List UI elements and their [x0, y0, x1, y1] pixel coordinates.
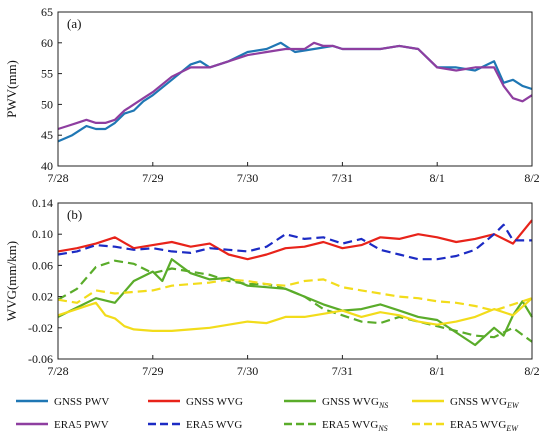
series-line-gnss-wvg-ew [57, 297, 533, 332]
x-tick-label: 8/1 [430, 364, 445, 378]
x-tick-label: 8/2 [524, 364, 539, 378]
series-line-era5-wvg [57, 223, 532, 261]
y-tick-label: 45 [41, 128, 53, 142]
series-line-gnss-wvg [57, 219, 533, 261]
legend-label: ERA5 PWV [54, 419, 109, 431]
y-tick-label: 65 [41, 5, 53, 19]
legend-label: ERA5 WVG [186, 419, 242, 431]
panel-b-wvg-chart: 7/28 7/29 7/30 7/31 8/1 8/2 -0.06 -0.02 0.02 0.06… [4, 196, 540, 378]
y-tick-label: 0.10 [32, 227, 53, 241]
x-tick-label: 7/29 [142, 171, 163, 185]
x-tick-label: 8/2 [524, 171, 539, 185]
x-tick-label: 7/30 [237, 364, 258, 378]
y-tick-label: 55 [41, 67, 53, 81]
y-tick-label: 0.06 [32, 258, 53, 272]
legend-label: GNSS WVG [186, 396, 243, 408]
legend-label: GNSS WVGEW [450, 396, 520, 410]
y-axis-label: WVG(mm/km) [4, 241, 19, 321]
y-tick-label: 0.02 [32, 290, 53, 304]
x-tick-label: 7/30 [237, 171, 258, 185]
series-line-gnss-pwv [57, 41, 533, 143]
plot-frame [57, 11, 533, 167]
y-tick-label: 60 [41, 36, 53, 50]
x-tick-label: 7/31 [332, 171, 353, 185]
y-tick-label: -0.06 [28, 352, 53, 366]
x-tick-label: 7/28 [47, 364, 68, 378]
series-line-era5-wvg-ew [57, 278, 533, 312]
y-tick-label: 40 [41, 159, 53, 173]
y-axis-label: PWV(mm) [4, 60, 19, 118]
plot-frame [57, 202, 533, 360]
x-tick-label: 7/28 [47, 171, 68, 185]
panel-label: (a) [67, 16, 81, 31]
legend-label: ERA5 WVGEW [450, 419, 519, 433]
x-tick-label: 7/31 [332, 364, 353, 378]
x-tick-label: 7/29 [142, 364, 163, 378]
series-line-era5-wvg-ns [57, 259, 533, 343]
y-tick-label: 50 [41, 97, 53, 111]
y-tick-label: -0.02 [28, 321, 53, 335]
legend-label: GNSS WVGNS [322, 396, 388, 410]
panel-a-pwv-chart: 7/28 7/29 7/30 7/31 8/1 8/2 40 45 50 55 60 65 PWV(mm… [4, 5, 540, 185]
x-tick-label: 8/1 [430, 171, 445, 185]
series-line-era5-pwv [57, 41, 533, 131]
legend-label: ERA5 WVGNS [322, 419, 388, 433]
y-tick-label: 0.14 [32, 196, 53, 210]
series-line-gnss-wvg-ns [57, 258, 533, 347]
legend-label: GNSS PWV [54, 396, 109, 408]
legend: GNSS PWV GNSS WVG GNSS WVGNS GNSS WVGEW ERA5… [16, 396, 520, 433]
panel-label: (b) [67, 207, 82, 222]
